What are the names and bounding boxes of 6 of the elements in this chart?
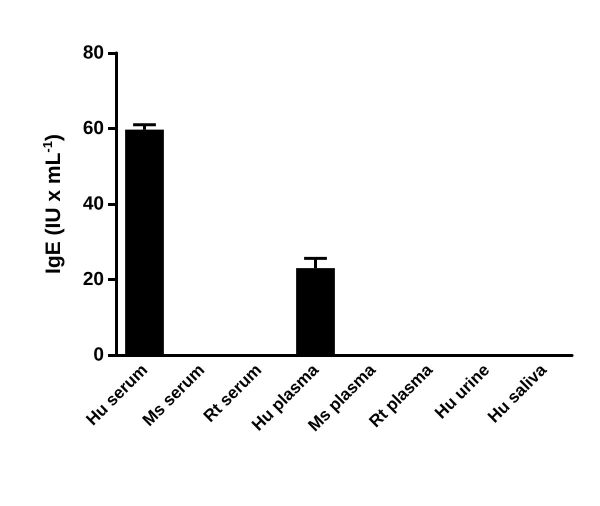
y-tick-label: 60 <box>82 118 104 139</box>
y-tick-label: 0 <box>93 344 104 366</box>
y-tick-label: 20 <box>82 269 104 290</box>
y-axis-title: IgE (IU x mL-1) <box>40 134 65 274</box>
y-tick-label: 40 <box>82 194 104 214</box>
y-tick-label: 80 <box>82 42 104 64</box>
